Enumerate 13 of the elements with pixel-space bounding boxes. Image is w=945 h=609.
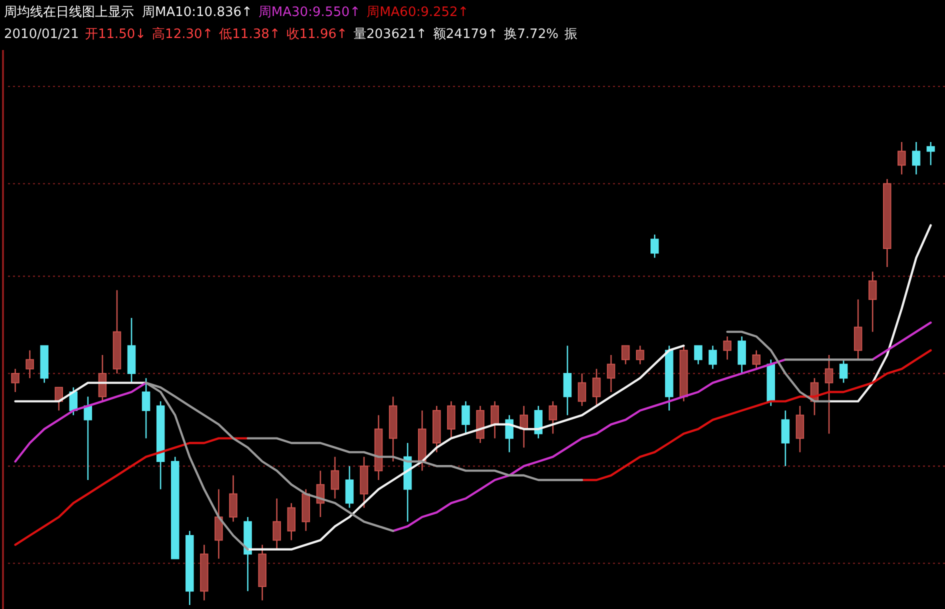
text: 2010/01/21: [4, 27, 79, 42]
text: 周MA10:10.836↑: [142, 5, 252, 20]
text: 开11.50↓: [84, 27, 146, 42]
chart-title: 周均线在日线图上显示: [4, 5, 134, 20]
text: 周MA60:9.252↑: [366, 5, 469, 20]
text: 高12.30↑: [152, 26, 214, 42]
text: 收11.96↑: [286, 27, 348, 42]
text: 周MA30:9.550↑: [258, 5, 361, 20]
text: 额24179↑: [432, 27, 498, 42]
text: 振: [564, 27, 578, 42]
text: 低11.38↑: [219, 27, 280, 42]
text: 量203621↑: [353, 27, 427, 42]
text: 换7.72%: [504, 27, 558, 42]
